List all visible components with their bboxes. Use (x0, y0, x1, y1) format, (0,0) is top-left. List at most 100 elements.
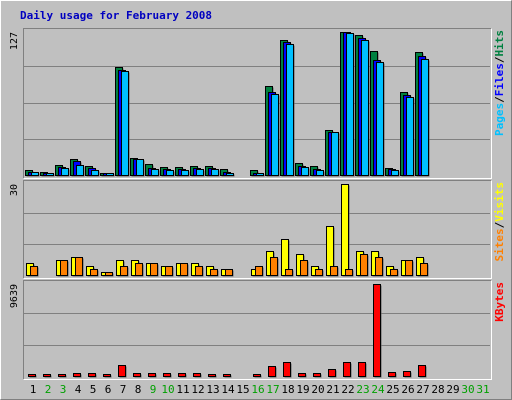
bar (118, 365, 126, 377)
bar (181, 170, 189, 176)
bar (120, 266, 128, 276)
bar (31, 172, 39, 176)
bar (390, 269, 398, 276)
legend: Pages/Files/Hits (493, 30, 506, 136)
bar (91, 170, 99, 176)
bar (316, 170, 324, 176)
bar (225, 269, 233, 276)
series-pages (31, 33, 430, 177)
x-tick-label: 14 (221, 383, 235, 396)
bar (286, 44, 294, 176)
x-tick-label: 19 (296, 383, 309, 396)
plot-border-dark (23, 28, 492, 179)
y-max-label: 9639 (9, 284, 20, 308)
x-axis-labels: 1 2 3 4 5 6 7 8 9 10 11 12 13 14 15 16 17 18 19 20 21 22 23 24 2… (30, 383, 490, 396)
bar (343, 362, 351, 377)
plot-border-light (23, 180, 492, 279)
x-tick-label: 7 (120, 383, 127, 396)
plot-border-dark (23, 180, 492, 279)
bar (46, 173, 54, 176)
bar (270, 257, 278, 276)
x-tick-label: 1 (30, 383, 37, 396)
legend-item: Hits (493, 30, 506, 57)
panel-kbytes: 9639 KBytes (9, 280, 506, 380)
bar (88, 373, 96, 377)
bar (121, 71, 129, 176)
bar (60, 260, 68, 276)
bar (298, 373, 306, 377)
x-tick-label: 23 (356, 383, 369, 396)
bar (165, 266, 173, 276)
x-tick-label: 4 (75, 383, 82, 396)
legend-item: Sites (493, 228, 506, 261)
x-tick-label: 16 (251, 383, 264, 396)
x-tick-label: 8 (135, 383, 142, 396)
x-tick-label: 28 (431, 383, 444, 396)
bar (406, 97, 414, 176)
bar (301, 167, 309, 176)
x-tick-label: 27 (416, 383, 429, 396)
x-tick-label: 17 (266, 383, 279, 396)
bar (313, 373, 321, 377)
plot-area (23, 280, 491, 379)
bar (58, 374, 66, 377)
bar (105, 272, 113, 276)
bar (421, 59, 429, 176)
bar (420, 263, 428, 276)
bar (196, 169, 204, 176)
bar (178, 373, 186, 377)
x-tick-label: 31 (476, 383, 489, 396)
bar (253, 374, 261, 377)
x-tick-label: 21 (326, 383, 339, 396)
x-tick-label: 10 (161, 383, 174, 396)
bar (358, 362, 366, 377)
bar (28, 374, 36, 377)
x-tick-label: 12 (191, 383, 204, 396)
bar (180, 263, 188, 276)
x-tick-label: 24 (371, 383, 385, 396)
bar (345, 269, 353, 276)
legend: KBytes (493, 282, 506, 322)
series-sites (30, 254, 429, 277)
x-tick-label: 29 (446, 383, 459, 396)
legend-item: Files (493, 63, 506, 96)
x-tick-label: 15 (236, 383, 249, 396)
bar (283, 362, 291, 377)
bar (285, 269, 293, 276)
legend-item: / (493, 221, 506, 228)
bar (256, 173, 264, 176)
bar (405, 260, 413, 276)
bar (361, 40, 369, 176)
bar (90, 269, 98, 276)
bar (136, 159, 144, 176)
x-tick-label: 22 (341, 383, 354, 396)
bar (223, 374, 231, 377)
bar (226, 173, 234, 176)
legend-item: / (493, 56, 506, 63)
bar (375, 257, 383, 276)
bar (148, 373, 156, 377)
legend-item: / (493, 96, 506, 103)
bar (341, 184, 349, 276)
x-tick-label: 6 (105, 383, 112, 396)
bar (373, 284, 381, 377)
bar (418, 365, 426, 377)
legend: Sites/Visits (493, 182, 506, 262)
bar (255, 266, 263, 276)
bar (166, 170, 174, 176)
bar (133, 373, 141, 377)
bar (403, 371, 411, 377)
bar (106, 173, 114, 176)
bar (76, 165, 84, 176)
bar (300, 260, 308, 276)
x-tick-label: 13 (206, 383, 219, 396)
bar (331, 132, 339, 176)
bar (135, 263, 143, 276)
plot-border-light (23, 28, 492, 179)
x-tick-label: 18 (281, 383, 294, 396)
bar (208, 374, 216, 377)
bar (330, 266, 338, 276)
